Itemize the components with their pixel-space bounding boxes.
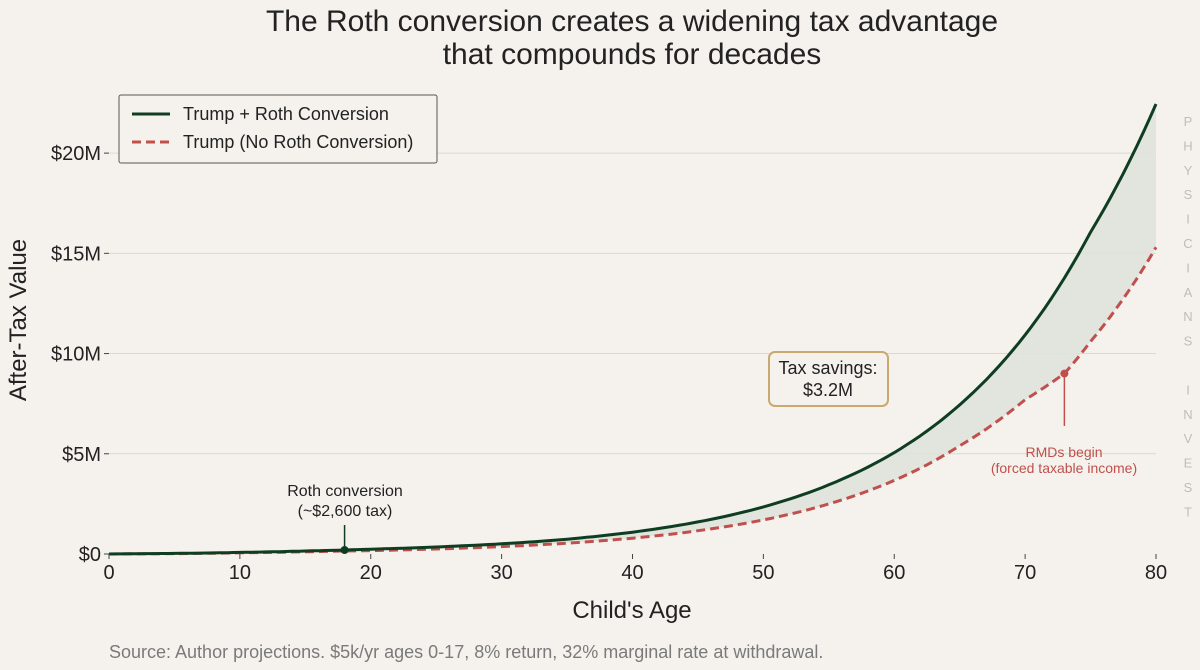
watermark-letter: Y [1184, 163, 1193, 178]
y-axis-label: After-Tax Value [5, 239, 32, 401]
watermark-letter: H [1183, 138, 1192, 153]
roth-annotation-line-1: Roth conversion [287, 483, 403, 500]
x-tick-label: 10 [229, 562, 251, 584]
savings-line-1: Tax savings: [778, 358, 877, 378]
x-tick-label: 80 [1145, 562, 1167, 584]
savings-fill-area [109, 104, 1156, 554]
y-tick-label: $20M [51, 143, 101, 165]
savings-box [768, 351, 889, 407]
watermark-letter: A [1184, 285, 1193, 300]
x-tick-label: 20 [360, 562, 382, 584]
y-tick-label: $5M [62, 444, 101, 466]
rmd-annotation-line-2: (forced taxable income) [991, 460, 1137, 476]
x-tick-label: 40 [621, 562, 643, 584]
watermark-letter: V [1184, 431, 1193, 446]
watermark-letter: I [1186, 382, 1190, 397]
chart-title-line-2: that compounds for decades [443, 38, 822, 71]
savings-line-2: $3.2M [803, 380, 853, 400]
legend-label-no-roth: Trump (No Roth Conversion) [183, 132, 413, 152]
watermark-letter: P [1184, 114, 1193, 129]
roth-conversion-point [340, 545, 349, 554]
rmd-point [1060, 369, 1069, 378]
x-tick-label: 70 [1014, 562, 1036, 584]
watermark-letter: N [1183, 407, 1192, 422]
watermark-letter: E [1184, 456, 1193, 471]
x-axis-label: Child's Age [572, 597, 691, 624]
watermark-letter: I [1186, 260, 1190, 275]
watermark-letter: S [1184, 480, 1193, 495]
x-tick-label: 60 [883, 562, 905, 584]
watermark-letter: C [1183, 236, 1192, 251]
x-tick-label: 50 [752, 562, 774, 584]
series-line-roth [108, 103, 1158, 556]
chart-title-line-1: The Roth conversion creates a widening t… [266, 5, 998, 38]
savings-callout: Tax savings: $3.2M [768, 351, 889, 407]
watermark-letter: I [1186, 212, 1190, 227]
watermark-letter: S [1184, 334, 1193, 349]
legend: Trump + Roth Conversion Trump (No Roth C… [118, 94, 438, 164]
y-tick-label: $15M [51, 243, 101, 265]
watermark-letter: N [1183, 309, 1192, 324]
source-note: Source: Author projections. $5k/yr ages … [109, 642, 823, 662]
x-tick-label: 30 [491, 562, 513, 584]
legend-box [118, 94, 438, 164]
watermark-letter: S [1184, 187, 1193, 202]
y-tick-label: $0 [79, 544, 101, 566]
watermark-letter: T [1184, 504, 1192, 519]
legend-label-roth: Trump + Roth Conversion [183, 104, 389, 124]
roth-annotation-line-2: (~$2,600 tax) [298, 503, 393, 520]
x-tick-label: 0 [103, 562, 114, 584]
rmd-annotation-line-1: RMDs begin [1025, 444, 1102, 460]
y-tick-label: $10M [51, 344, 101, 366]
